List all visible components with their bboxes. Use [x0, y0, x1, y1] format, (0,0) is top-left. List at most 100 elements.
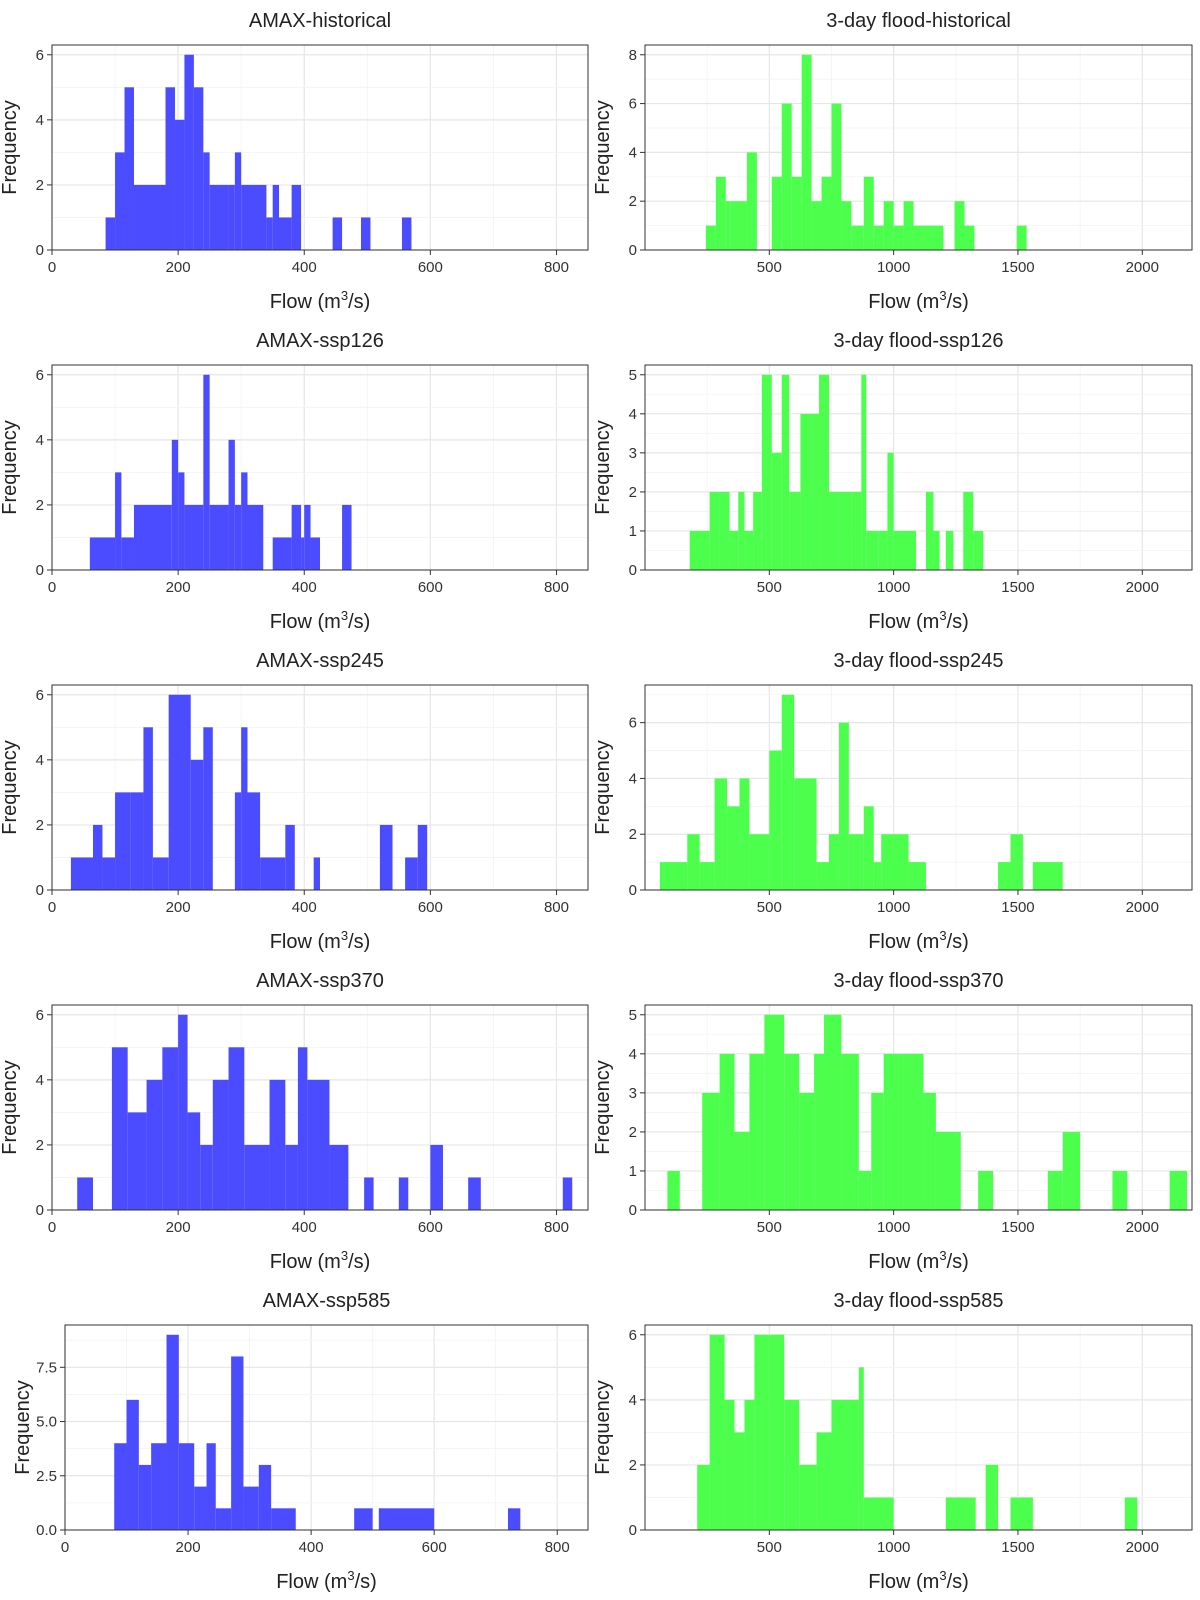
y-tick-label: 6 [36, 687, 44, 704]
x-tick-label: 1500 [1001, 259, 1034, 276]
histogram-bar [379, 824, 393, 890]
x-tick-label: 800 [544, 579, 569, 596]
histogram-bar [152, 857, 169, 890]
y-tick-label: 2 [629, 1124, 637, 1141]
histogram-bar [973, 530, 984, 570]
histogram-bar [746, 152, 757, 250]
histogram-bar [814, 1053, 825, 1210]
x-tick-label: 800 [545, 1539, 570, 1556]
histogram-bar [291, 504, 302, 570]
y-tick-label: 5.0 [36, 1414, 57, 1431]
plot-frame [51, 364, 589, 571]
histogram-bar [114, 1443, 127, 1530]
x-tick-label: 1000 [877, 1539, 910, 1556]
histogram-bar [738, 491, 745, 570]
histogram-bar [143, 727, 153, 890]
histogram-bar [313, 857, 320, 890]
histogram-bar [209, 184, 229, 250]
histogram-bar [702, 1092, 720, 1210]
histogram-bar [234, 792, 242, 890]
x-tick-label: 500 [757, 579, 782, 596]
histogram-bar [799, 1464, 817, 1530]
histogram-bar [791, 176, 802, 250]
y-tick-label: 0 [36, 242, 44, 259]
plot-frame [644, 1004, 1193, 1211]
histogram-bar [964, 225, 975, 250]
y-tick-label: 0 [629, 1202, 637, 1219]
y-axis-label: Frequency [0, 420, 21, 515]
y-tick-label: 0 [629, 1522, 637, 1539]
histogram-bar [127, 1112, 147, 1210]
histogram-bar [903, 1053, 924, 1210]
histogram-bar [102, 857, 116, 890]
histogram-bar [753, 491, 762, 570]
y-tick-label: 2.5 [36, 1468, 57, 1485]
x-tick-label: 1000 [877, 259, 910, 276]
histogram-bar [841, 1053, 859, 1210]
histogram-bar [883, 1053, 904, 1210]
y-axis-label: Frequency [592, 1380, 614, 1475]
histogram-bar [828, 834, 839, 890]
histogram-bar [800, 413, 812, 570]
x-tick-label: 2000 [1126, 579, 1159, 596]
y-tick-label: 2 [629, 193, 637, 210]
histogram-bar [754, 1334, 770, 1530]
histogram-bar [687, 834, 700, 890]
x-tick-label: 0 [48, 259, 56, 276]
histogram-bar [200, 1144, 213, 1210]
histogram-bar [811, 413, 820, 570]
y-tick-label: 0 [36, 1202, 44, 1219]
y-tick-label: 1 [629, 523, 637, 540]
histogram-bar [193, 87, 204, 250]
histogram-bar [697, 1464, 710, 1530]
histogram-bar [709, 491, 720, 570]
x-tick-label: 1000 [877, 1219, 910, 1236]
x-tick-label: 200 [166, 899, 191, 916]
histogram-bar [271, 1508, 296, 1530]
y-axis-label: Frequency [12, 1380, 34, 1475]
histogram-bar [659, 862, 688, 890]
histogram-bar [291, 184, 302, 250]
x-tick-label: 200 [166, 1219, 191, 1236]
y-tick-label: 5 [629, 1007, 637, 1024]
plot-frame [51, 1004, 589, 1211]
histogram-bar [963, 491, 974, 570]
chart-panel: 500 1000 1500 2000 0 1 2 3 4 5 3-day flood-ssp126 F… [592, 330, 1193, 633]
histogram-bar [838, 491, 852, 570]
x-axis-label: Flow (m3/s) [868, 608, 969, 633]
y-tick-label: 2 [629, 1457, 637, 1474]
histogram-bar [77, 1177, 93, 1210]
y-axis-label: Frequency [592, 1060, 614, 1155]
plot-frame [64, 1324, 589, 1531]
histogram-bar [769, 1334, 785, 1530]
histogram-bar [130, 792, 144, 890]
histogram-bar [841, 201, 852, 250]
x-axis-label: Flow (m3/s) [270, 928, 371, 953]
histogram-bar [304, 504, 311, 570]
y-tick-label: 2 [36, 1137, 44, 1154]
histogram-bar [269, 1079, 286, 1210]
x-tick-label: 400 [299, 1539, 324, 1556]
histogram-bar [714, 778, 728, 890]
histogram-bar [719, 491, 730, 570]
histogram-bar [332, 217, 343, 250]
histogram-bar [430, 1144, 443, 1210]
x-tick-label: 0 [48, 1219, 56, 1236]
chart-panel: 0 200 400 600 800 0 2 4 6 AMAX-historical Flow (m3… [0, 10, 589, 313]
panel-title: AMAX-ssp370 [256, 970, 384, 992]
histogram-bar [851, 491, 862, 570]
histogram-bar [831, 103, 842, 250]
histogram-bar [206, 1443, 216, 1530]
y-tick-label: 6 [36, 47, 44, 64]
panel-title: 3-day flood-ssp126 [833, 330, 1003, 352]
histogram-bar [863, 1497, 894, 1530]
histogram-bar [784, 1399, 800, 1530]
histogram-bar [121, 537, 134, 570]
histogram-bar [360, 217, 371, 250]
histogram-bar [799, 1092, 815, 1210]
panel-title: 3-day flood-ssp585 [833, 1290, 1003, 1312]
x-tick-label: 500 [757, 1219, 782, 1236]
y-tick-label: 3 [629, 1085, 637, 1102]
chart-panel: 0 200 400 600 800 0.0 2.5 5.0 7.5 AMAX-ssp585 Flow… [12, 1290, 589, 1593]
histogram-bar [115, 472, 122, 570]
